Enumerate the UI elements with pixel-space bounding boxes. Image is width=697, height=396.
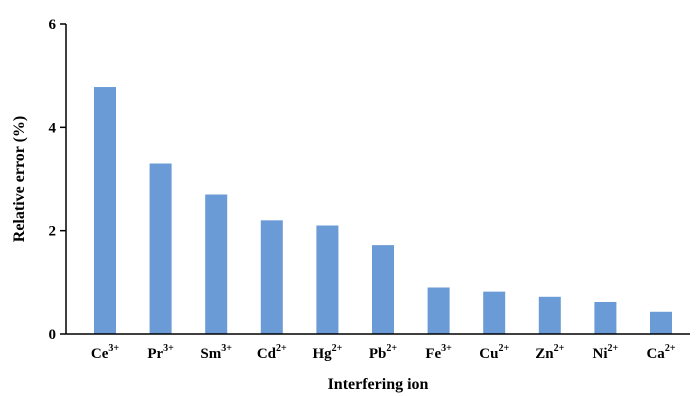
x-tick-label: Ni2+ (593, 343, 619, 362)
y-tick-label: 6 (49, 17, 57, 33)
bar (427, 287, 450, 334)
bar (94, 87, 116, 335)
x-tick-label: Cd2+ (257, 343, 287, 362)
x-tick-label: Hg2+ (312, 343, 342, 362)
x-tick-label: Fe3+ (425, 343, 452, 362)
bar (594, 301, 617, 334)
x-axis-title: Interfering ion (328, 376, 429, 393)
y-axis-title: Relative error (%) (11, 116, 28, 242)
bar (650, 311, 672, 334)
axes-group (65, 24, 690, 335)
y-ticks-group: 0 2 4 6 (49, 17, 66, 343)
y-tick-label: 2 (49, 224, 57, 240)
bar (372, 245, 394, 334)
x-tick-label: Pb2+ (369, 343, 398, 362)
x-tick-label: Cu2+ (479, 343, 509, 362)
bar (316, 225, 339, 334)
bars-group (94, 87, 672, 335)
y-tick-label: 0 (49, 327, 57, 343)
bar (149, 163, 172, 334)
x-tick-label: Sm3+ (200, 343, 232, 362)
bar (260, 220, 283, 334)
x-tick-labels-group: Ce3+ Pr3+ Sm3+ Cd2+ Hg2+ Pb2+ Fe3+ Cu2+ Zn2+ Ni2+… (91, 343, 676, 362)
bar (538, 296, 561, 334)
bar (205, 194, 228, 334)
y-tick-label: 4 (49, 120, 57, 136)
x-tick-label: Ca2+ (646, 343, 675, 362)
x-tick-label: Ce3+ (91, 343, 120, 362)
bar (483, 291, 506, 334)
x-tick-label: Pr3+ (147, 343, 174, 362)
x-tick-label: Zn2+ (535, 343, 564, 362)
